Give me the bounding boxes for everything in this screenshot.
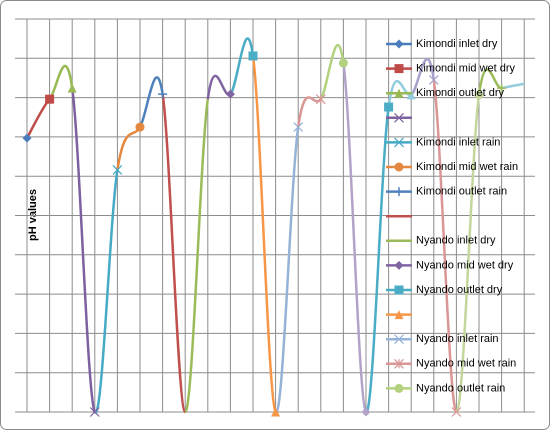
marker <box>394 88 404 98</box>
legend-label: Nyando outlet rain <box>416 382 505 394</box>
line-segment <box>251 55 277 413</box>
line-segment <box>93 169 119 414</box>
marker <box>315 94 326 105</box>
marker <box>338 58 348 68</box>
line-segment <box>70 87 96 413</box>
marker <box>384 102 394 112</box>
marker <box>394 334 404 345</box>
marker <box>451 407 462 417</box>
line-segment <box>138 76 164 128</box>
marker <box>158 89 168 99</box>
marker <box>248 51 258 61</box>
marker <box>394 310 404 320</box>
line-segment <box>364 106 390 414</box>
marker <box>394 64 404 74</box>
line-segment <box>432 79 458 414</box>
marker <box>394 187 404 197</box>
marker <box>293 122 304 132</box>
legend-label: Kimondi mid wet rain <box>416 161 518 173</box>
legend-label: Kimondi inlet dry <box>416 38 498 50</box>
marker <box>394 260 404 270</box>
line-segment <box>410 58 436 96</box>
marker <box>45 94 55 104</box>
marker <box>22 133 32 143</box>
legend-label: Kimondi inlet rain <box>416 136 500 148</box>
line-segment <box>274 126 300 414</box>
marker <box>394 358 404 369</box>
marker <box>271 407 281 417</box>
marker <box>225 89 235 99</box>
legend-label: Kimondi outlet dry <box>416 87 505 99</box>
line-segment <box>183 98 210 414</box>
legend-label: Kimondi mid wet dry <box>416 63 516 75</box>
marker <box>394 285 404 295</box>
marker <box>394 162 404 172</box>
line-segment <box>342 62 368 413</box>
line-segment <box>477 68 502 96</box>
legend-label: Kimondi outlet rain <box>416 186 507 198</box>
legend-label: Nyando mid wet rain <box>416 358 516 370</box>
marker <box>89 407 100 417</box>
marker <box>474 90 484 100</box>
legend-label: Nyando inlet rain <box>416 333 499 345</box>
line-segment <box>455 94 481 414</box>
marker <box>497 83 507 93</box>
plot-area <box>15 18 535 417</box>
marker <box>361 407 371 417</box>
marker <box>112 164 123 175</box>
marker <box>67 83 77 93</box>
line-segment <box>161 93 187 414</box>
legend-label: Nyando outlet dry <box>416 284 503 296</box>
legend: Kimondi inlet dry Kimondi mid wet dry Kimo… <box>386 38 518 394</box>
marker <box>394 383 404 393</box>
marker <box>394 39 404 49</box>
line-segment <box>229 37 255 95</box>
marker <box>406 90 416 100</box>
legend-label: Nyando inlet dry <box>416 235 496 247</box>
marker <box>394 112 404 123</box>
legend-label: Nyando mid wet dry <box>416 259 514 271</box>
marker <box>135 122 145 132</box>
marker <box>428 74 439 85</box>
line-segment <box>319 43 345 100</box>
marker <box>394 137 404 148</box>
